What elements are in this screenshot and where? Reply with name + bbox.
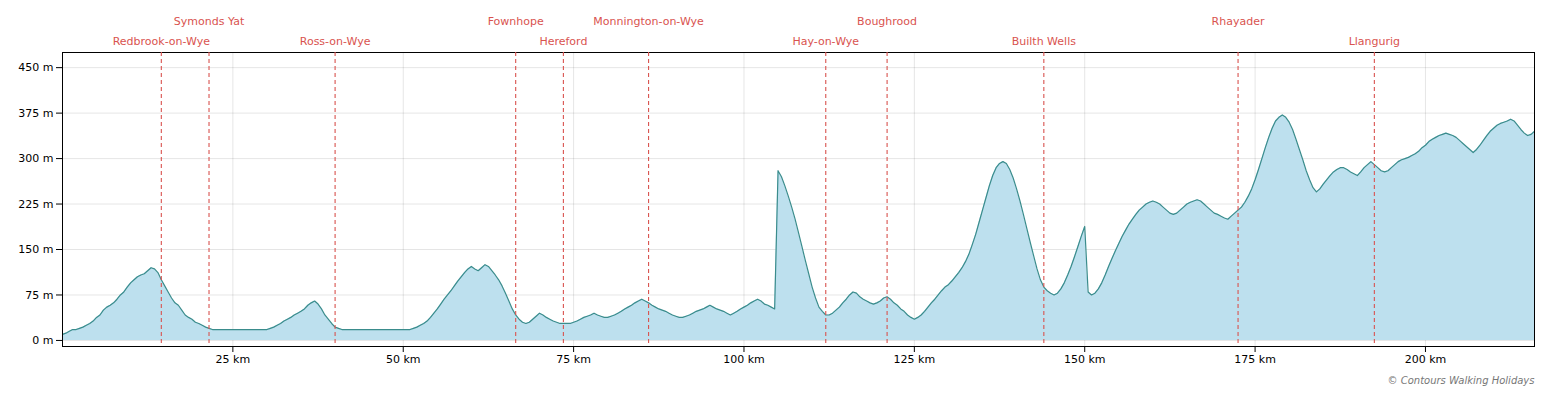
svg-text:Boughrood: Boughrood xyxy=(857,15,917,28)
svg-text:450 m: 450 m xyxy=(18,61,53,74)
svg-text:Redbrook-on-Wye: Redbrook-on-Wye xyxy=(113,35,211,48)
svg-text:150 m: 150 m xyxy=(18,243,53,256)
svg-text:75 m: 75 m xyxy=(25,288,53,301)
svg-text:200 km: 200 km xyxy=(1405,353,1447,366)
svg-text:Llangurig: Llangurig xyxy=(1349,35,1400,48)
svg-text:375 m: 375 m xyxy=(18,107,53,120)
svg-text:Hay-on-Wye: Hay-on-Wye xyxy=(792,35,859,48)
svg-text:175 km: 175 km xyxy=(1234,353,1276,366)
svg-text:75 km: 75 km xyxy=(556,353,591,366)
svg-text:100 km: 100 km xyxy=(723,353,765,366)
svg-text:25 km: 25 km xyxy=(216,353,251,366)
svg-text:50 km: 50 km xyxy=(386,353,421,366)
svg-text:150 km: 150 km xyxy=(1064,353,1106,366)
svg-text:225 m: 225 m xyxy=(18,198,53,211)
svg-text:Fownhope: Fownhope xyxy=(488,15,544,28)
svg-text:300 m: 300 m xyxy=(18,152,53,165)
svg-text:0 m: 0 m xyxy=(32,334,53,347)
svg-text:Builth Wells: Builth Wells xyxy=(1012,35,1077,48)
svg-text:125 km: 125 km xyxy=(894,353,936,366)
svg-text:Ross-on-Wye: Ross-on-Wye xyxy=(300,35,371,48)
svg-text:Symonds Yat: Symonds Yat xyxy=(174,15,245,28)
svg-text:© Contours Walking Holidays: © Contours Walking Holidays xyxy=(1388,375,1535,386)
svg-text:Hereford: Hereford xyxy=(539,35,587,48)
svg-text:Rhayader: Rhayader xyxy=(1212,15,1265,28)
svg-text:Monnington-on-Wye: Monnington-on-Wye xyxy=(593,15,704,28)
